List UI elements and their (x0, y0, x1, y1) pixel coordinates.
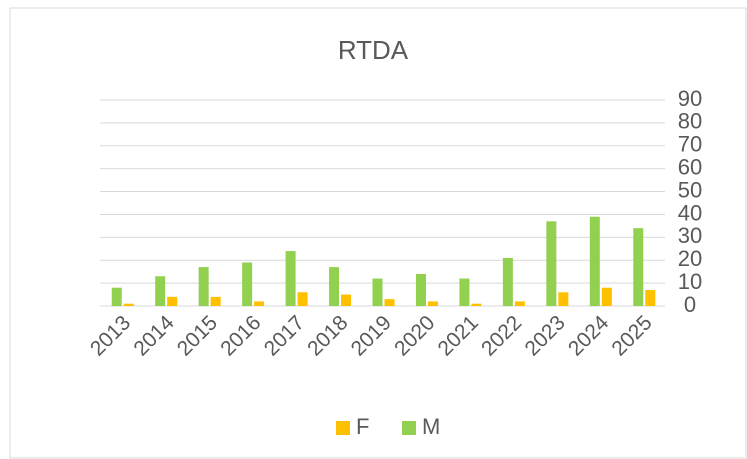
bar (384, 299, 395, 306)
y-tick-label: 90 (678, 86, 702, 111)
y-tick-label: 50 (678, 177, 702, 202)
y-tick-label: 70 (678, 132, 702, 157)
bar (210, 296, 221, 306)
bar (471, 303, 482, 306)
y-tick-label: 20 (678, 246, 702, 271)
bar (589, 216, 600, 306)
y-tick-label: 80 (678, 109, 702, 134)
bar (415, 273, 426, 306)
bar (155, 276, 166, 306)
bar (242, 262, 253, 306)
legend-swatch (336, 421, 350, 435)
bar (546, 221, 557, 306)
bar (427, 301, 438, 306)
bar (459, 278, 470, 306)
bar (123, 303, 134, 306)
bar (645, 289, 656, 306)
legend-label: M (422, 414, 440, 439)
y-tick-label: 60 (678, 154, 702, 179)
bar (502, 257, 513, 306)
legend-swatch (402, 421, 416, 435)
y-tick-label: 10 (678, 269, 702, 294)
bar (341, 294, 352, 306)
bar (285, 251, 296, 306)
chart-title: RTDA (338, 35, 409, 65)
bar (198, 267, 209, 306)
chart-frame (9, 7, 747, 459)
bar (254, 301, 265, 306)
bar (514, 301, 525, 306)
y-tick-label: 30 (678, 223, 702, 248)
bar (297, 292, 308, 306)
bar (558, 292, 569, 306)
bar (329, 267, 340, 306)
bar (372, 278, 383, 306)
bar (167, 296, 178, 306)
y-tick-label: 40 (678, 200, 702, 225)
bar (601, 287, 612, 306)
bar (111, 287, 122, 306)
y-tick-label: 0 (684, 292, 696, 317)
legend-label: F (356, 414, 369, 439)
bar (633, 228, 644, 306)
